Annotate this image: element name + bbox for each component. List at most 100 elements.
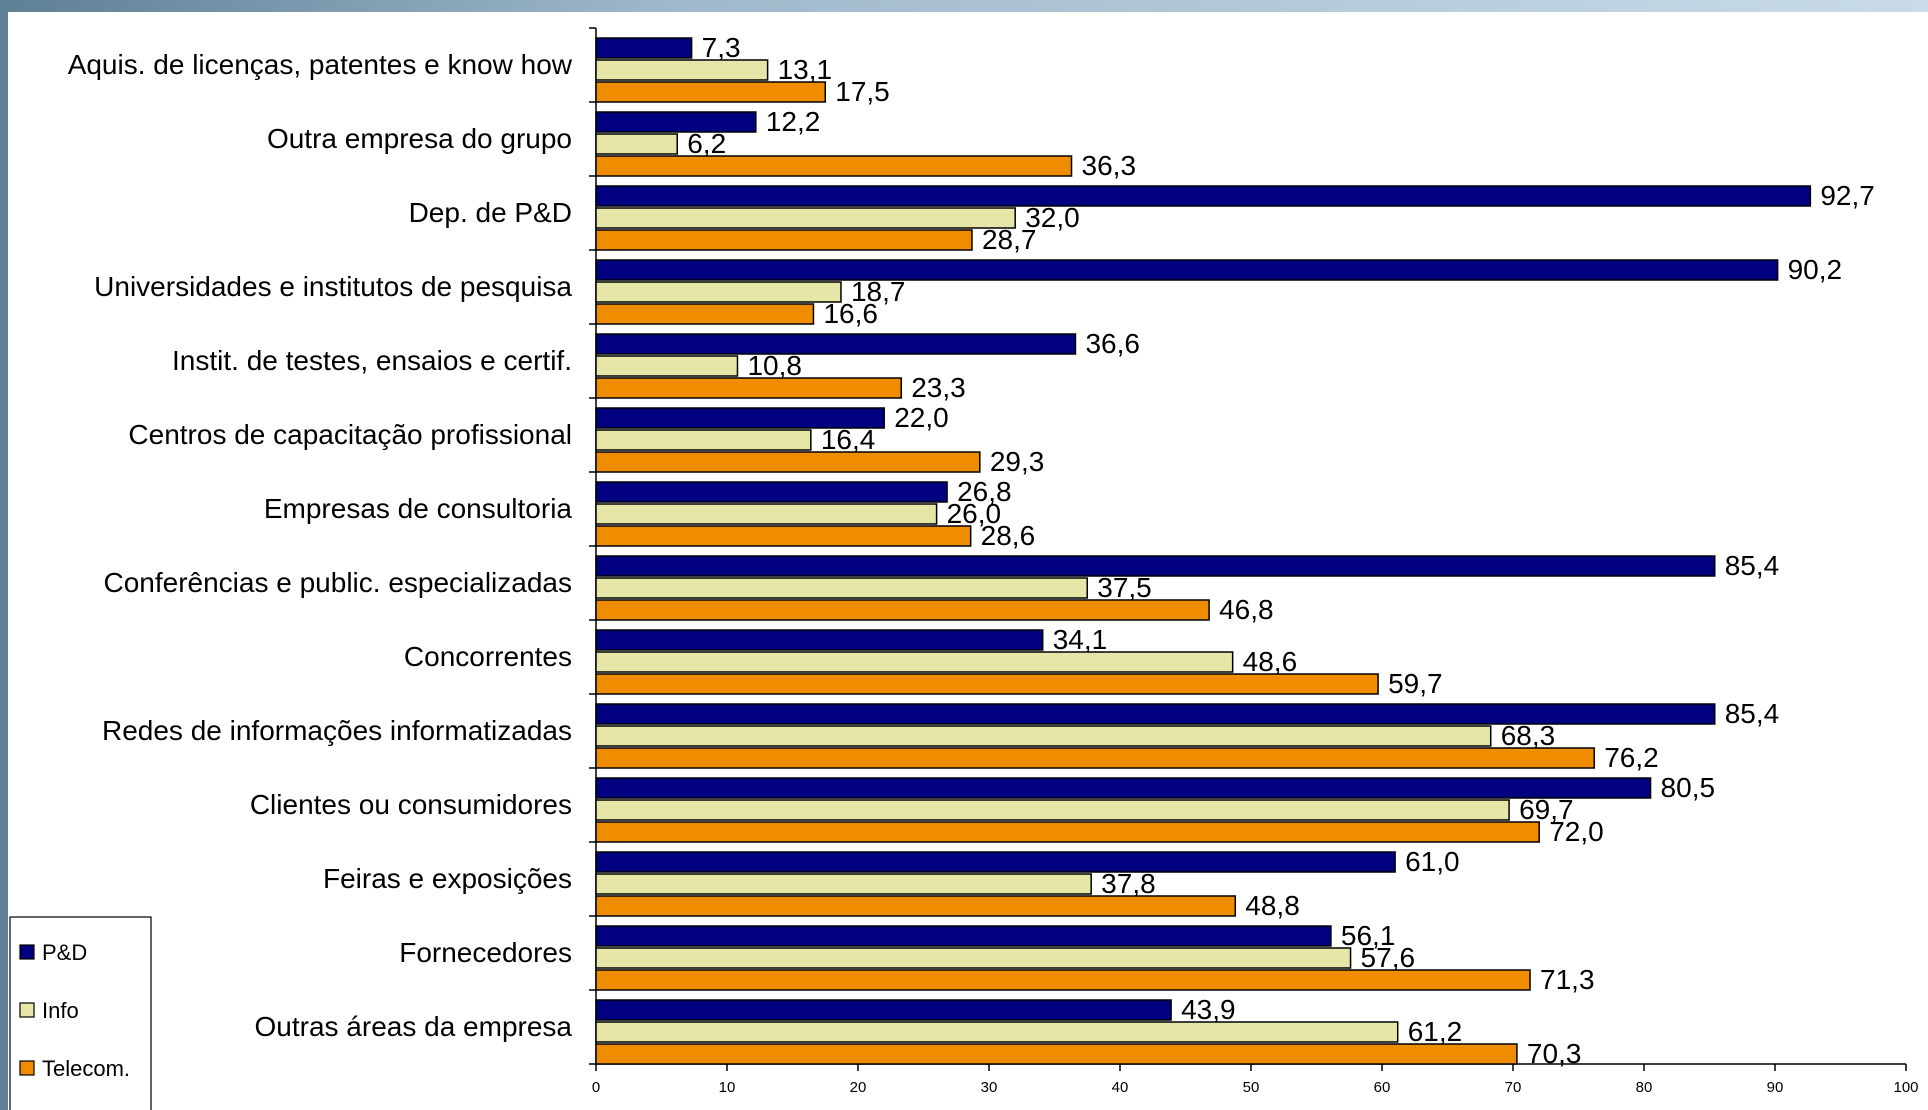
legend-swatch <box>19 1060 35 1076</box>
bar-P&D <box>595 555 1716 577</box>
bar-Telecom. <box>595 895 1237 917</box>
bar-value-label: 7,3 <box>702 32 741 63</box>
bar-value-label: 69,7 <box>1519 794 1574 825</box>
bar-value-label: 71,3 <box>1540 964 1595 995</box>
bar-value-label: 85,4 <box>1725 698 1780 729</box>
bar-value-label: 57,6 <box>1361 942 1416 973</box>
x-tick-label: 10 <box>719 1079 736 1096</box>
bar-P&D <box>595 999 1172 1021</box>
legend-swatch <box>19 944 35 960</box>
bar-P&D <box>595 851 1396 873</box>
bar-P&D <box>595 925 1332 947</box>
bar-Telecom. <box>595 81 826 103</box>
bar-value-label: 76,2 <box>1604 742 1659 773</box>
x-tick-label: 30 <box>981 1079 998 1096</box>
category-label: Concorrentes <box>404 641 572 672</box>
bar-value-label: 28,7 <box>982 224 1037 255</box>
bar-Info <box>595 429 812 451</box>
bar-value-label: 29,3 <box>990 446 1045 477</box>
bar-P&D <box>595 37 693 59</box>
bar-value-label: 61,0 <box>1405 846 1460 877</box>
bar-Info <box>595 799 1510 821</box>
bar-value-label: 37,5 <box>1097 572 1152 603</box>
bar-value-label: 46,8 <box>1219 594 1274 625</box>
bar-Info <box>595 947 1352 969</box>
bar-value-label: 59,7 <box>1388 668 1443 699</box>
category-label: Empresas de consultoria <box>264 493 573 524</box>
x-tick-label: 40 <box>1112 1079 1129 1096</box>
bar-Info <box>595 651 1234 673</box>
legend-label: P&D <box>42 940 87 965</box>
bar-value-label: 37,8 <box>1101 868 1156 899</box>
x-tick-label: 50 <box>1243 1079 1260 1096</box>
bar-P&D <box>595 629 1044 651</box>
bar-Telecom. <box>595 303 815 325</box>
bar-Telecom. <box>595 451 981 473</box>
bar-Info <box>595 59 769 81</box>
bar-value-label: 56,1 <box>1341 920 1396 951</box>
bar-P&D <box>595 407 885 429</box>
bar-value-label: 34,1 <box>1053 624 1108 655</box>
category-label: Instit. de testes, ensaios e certif. <box>172 345 572 376</box>
bar-P&D <box>595 333 1077 355</box>
bar-value-label: 22,0 <box>894 402 949 433</box>
bar-Telecom. <box>595 229 973 251</box>
x-tick-label: 90 <box>1767 1079 1784 1096</box>
bar-P&D <box>595 111 757 133</box>
bar-value-label: 26,8 <box>957 476 1012 507</box>
bar-value-label: 72,0 <box>1549 816 1604 847</box>
bar-Info <box>595 355 739 377</box>
bar-Telecom. <box>595 673 1379 695</box>
x-tick-label: 0 <box>592 1079 600 1096</box>
bar-P&D <box>595 481 948 503</box>
bar-Telecom. <box>595 155 1073 177</box>
legend: P&D Info Telecom. <box>9 916 152 1110</box>
legend-label: Info <box>42 998 79 1023</box>
bar-Info <box>595 1021 1399 1043</box>
x-tick-label: 70 <box>1505 1079 1522 1096</box>
bar-value-label: 36,6 <box>1085 328 1140 359</box>
category-label: Centros de capacitação profissional <box>128 419 572 450</box>
bar-value-label: 26,0 <box>947 498 1002 529</box>
chart-panel: 0 10 20 30 40 50 60 70 80 90 100 Aquis. de licenças… <box>8 12 1928 1110</box>
x-tick-label: 100 <box>1893 1079 1918 1096</box>
bar-chart: 0 10 20 30 40 50 60 70 80 90 100 Aquis. de licenças… <box>9 27 1919 1110</box>
category-label: Fornecedores <box>399 937 572 968</box>
bar-value-label: 16,4 <box>821 424 876 455</box>
bar-value-label: 10,8 <box>747 350 802 381</box>
bar-value-label: 80,5 <box>1661 772 1716 803</box>
bar-P&D <box>595 777 1652 799</box>
bar-P&D <box>595 703 1716 725</box>
bar-Telecom. <box>595 747 1595 769</box>
category-label: Outras áreas da empresa <box>255 1011 573 1042</box>
bar-Telecom. <box>595 525 972 547</box>
bar-value-label: 16,6 <box>823 298 878 329</box>
bar-Info <box>595 281 842 303</box>
x-tick-label: 80 <box>1636 1079 1653 1096</box>
bar-value-label: 92,7 <box>1820 180 1875 211</box>
category-label: Outra empresa do grupo <box>267 123 572 154</box>
bar-value-label: 23,3 <box>911 372 966 403</box>
bar-P&D <box>595 259 1779 281</box>
category-label: Redes de informações informatizadas <box>102 715 572 746</box>
category-label: Clientes ou consumidores <box>250 789 572 820</box>
bar-value-label: 6,2 <box>687 128 726 159</box>
bar-value-label: 17,5 <box>835 76 890 107</box>
bar-Info <box>595 207 1016 229</box>
category-label: Feiras e exposições <box>323 863 572 894</box>
bar-Telecom. <box>595 969 1531 991</box>
category-label: Universidades e institutos de pesquisa <box>94 271 572 302</box>
bar-value-label: 48,8 <box>1245 890 1300 921</box>
bar-Telecom. <box>595 821 1540 843</box>
bar-Info <box>595 133 678 155</box>
x-tick-label: 20 <box>850 1079 867 1096</box>
bar-value-label: 48,6 <box>1243 646 1298 677</box>
bar-value-label: 13,1 <box>778 54 833 85</box>
bar-value-label: 43,9 <box>1181 994 1236 1025</box>
legend-swatch <box>19 1002 35 1018</box>
bar-value-label: 70,3 <box>1527 1038 1582 1069</box>
category-label: Aquis. de licenças, patentes e know how <box>68 49 573 80</box>
bar-value-label: 90,2 <box>1788 254 1843 285</box>
bar-P&D <box>595 185 1812 207</box>
